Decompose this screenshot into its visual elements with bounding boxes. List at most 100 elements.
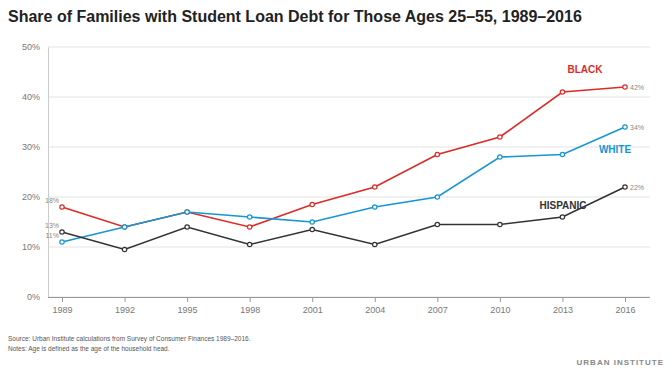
series-name: BLACK [568,64,604,75]
x-tick: 1992 [115,297,135,315]
series-line [62,127,625,242]
point [60,230,64,234]
y-tick: 50% [22,42,48,52]
grid-line [48,247,650,248]
x-tick-mark [625,297,626,302]
x-tick: 1998 [240,297,260,315]
point [122,247,126,251]
y-tick-label: 40% [22,92,40,102]
grid-line [48,147,650,148]
grid-line [48,97,650,98]
point [623,185,627,189]
grid [48,47,650,297]
point [60,240,64,244]
point [435,222,439,226]
grid-line [48,47,650,48]
x-tick-label: 2007 [428,305,448,315]
x-tick: 2007 [428,297,448,315]
x-tick-mark [500,297,501,302]
x-tick-mark [375,297,376,302]
point [560,90,564,94]
x-tick-mark [62,297,63,302]
series-name: HISPANIC [539,200,586,211]
labels: 18% 42% BLACK 11% 34% WHITE 13% 22% HISPANIC [45,64,644,239]
x-tick: 2001 [303,297,323,315]
x-tick: 2016 [615,297,635,315]
point [373,205,377,209]
x-tick-mark [250,297,251,302]
point [310,227,314,231]
y-axis: 0% 10% 20% 30% 40% 50% [22,42,49,302]
x-tick: 2013 [553,297,573,315]
x-tick-mark [125,297,126,302]
y-tick: 10% [22,242,48,252]
y-tick-label: 10% [22,242,40,252]
point [498,222,502,226]
x-tick: 1995 [178,297,198,315]
title: Share of Families with Student Loan Debt… [8,8,582,25]
y-tick: 40% [22,92,48,102]
source: Source: Urban Institute calculations fro… [8,335,251,343]
point [247,215,251,219]
point [560,215,564,219]
series-line [62,87,625,227]
x-tick-mark [562,297,563,302]
x-tick-mark [312,297,313,302]
point [435,152,439,156]
grid-line [48,197,650,198]
data-label: 18% [45,197,59,204]
data-label: 42% [630,84,644,91]
y-tick-label: 50% [22,42,40,52]
y-tick-label: 20% [22,192,40,202]
point [435,195,439,199]
data-label: 22% [630,184,644,191]
point [373,185,377,189]
series-line [62,187,625,250]
point [185,210,189,214]
grid-line [48,297,650,298]
point [560,152,564,156]
point [310,202,314,206]
x-tick-label: 1995 [178,305,198,315]
point [623,85,627,89]
y-tick: 30% [22,142,48,152]
notes: Notes: Age is defined as the age of the … [8,345,170,353]
x-tick-label: 1998 [240,305,260,315]
x-tick-mark [187,297,188,302]
series-name: WHITE [599,144,632,155]
point [122,225,126,229]
x-tick: 2010 [490,297,510,315]
x-tick-label: 2010 [490,305,510,315]
point [122,225,126,229]
x-tick: 1989 [52,297,72,315]
data-label: 13% [45,222,59,229]
plot-area [60,85,627,252]
data-label: 34% [630,124,644,131]
x-axis-line [48,297,650,298]
point [373,242,377,246]
x-tick-label: 1992 [115,305,135,315]
point [310,220,314,224]
point [185,225,189,229]
y-tick-label: 0% [27,292,40,302]
y-tick: 0% [27,292,48,302]
chart: Share of Families with Student Loan Debt… [0,0,672,371]
point [247,242,251,246]
data-label: 11% [46,232,60,239]
y-axis-line [48,48,49,298]
x-axis: 1989 1992 1995 1998 2001 2004 2007 2010 2013 2016 [48,297,650,315]
point [498,135,502,139]
credit: URBAN INSTITUTE [577,358,664,367]
x-tick-label: 2001 [303,305,323,315]
x-tick-label: 1989 [52,305,72,315]
point [498,155,502,159]
x-tick-label: 2016 [615,305,635,315]
point [60,205,64,209]
point [623,125,627,129]
y-tick-label: 30% [22,142,40,152]
x-tick-label: 2004 [365,305,385,315]
point [185,210,189,214]
x-tick: 2004 [365,297,385,315]
x-tick-label: 2013 [553,305,573,315]
point [247,225,251,229]
